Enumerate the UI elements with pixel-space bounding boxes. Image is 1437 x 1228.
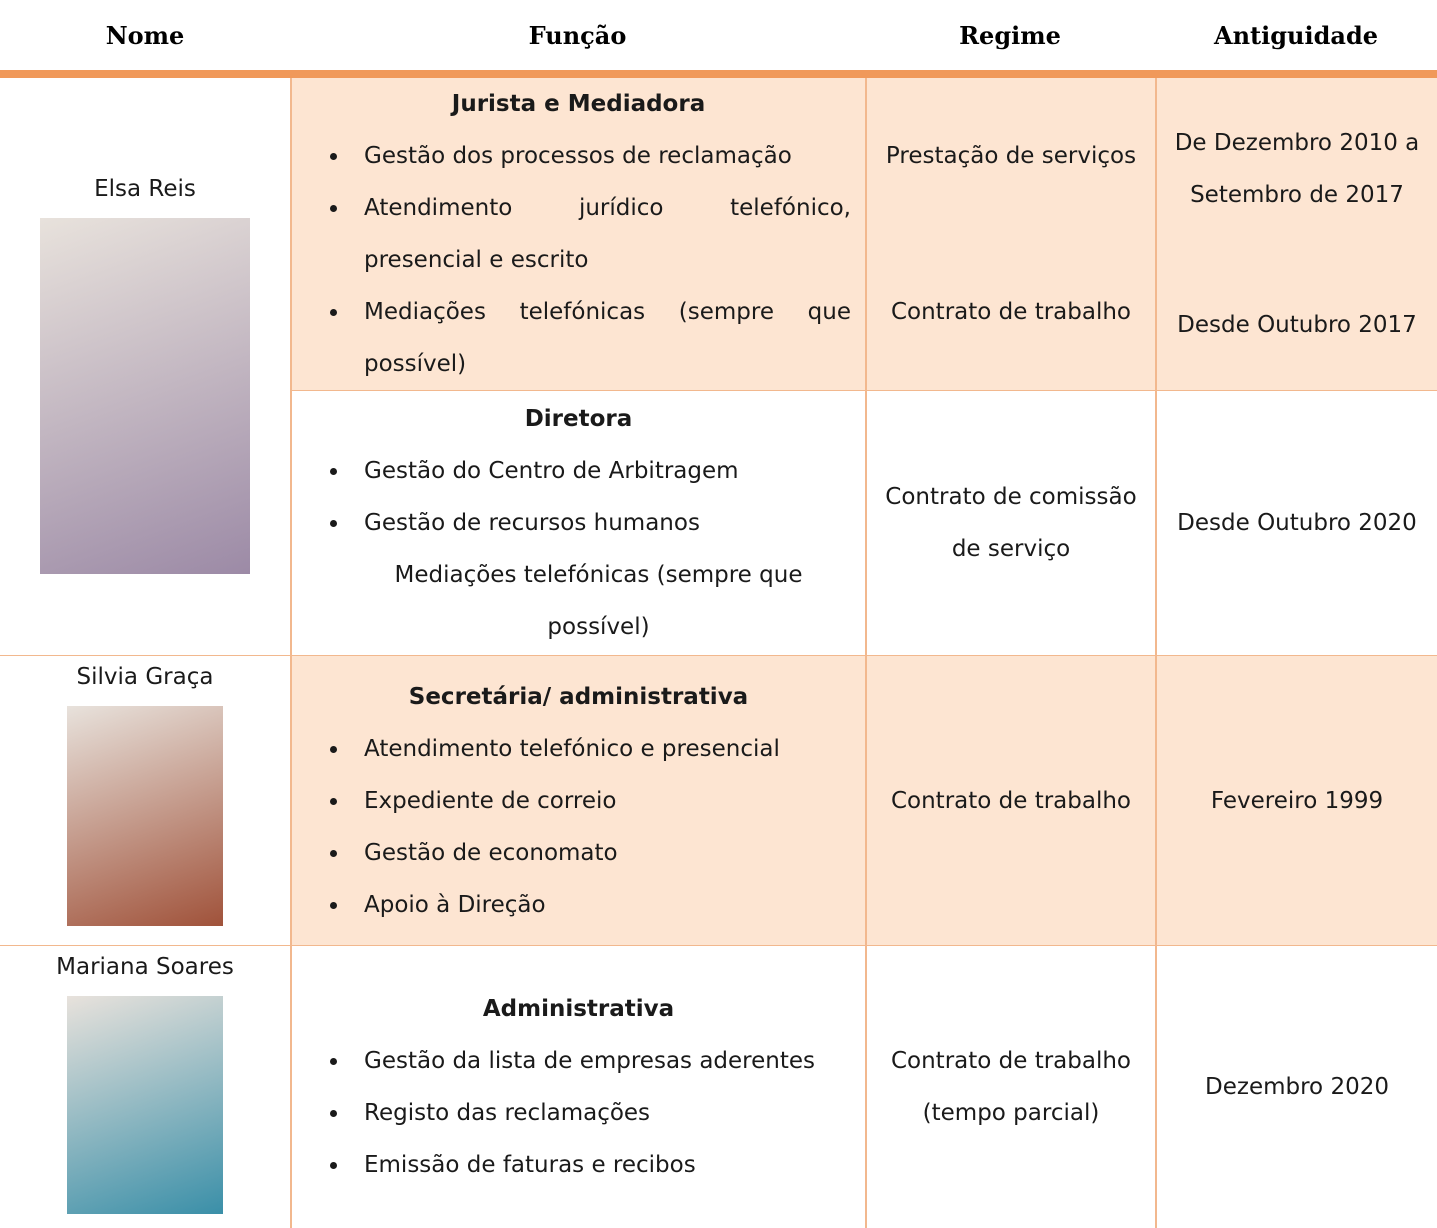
function-cell: Secretária/ administrativa Atendimento te… [290,655,865,945]
duty-item: Apoio à Direção [350,879,851,931]
seniority-cell: Dezembro 2020 [1155,945,1437,1228]
seniority-cell: Fevereiro 1999 [1155,655,1437,945]
seniority-cell: De Dezembro 2010 a Setembro de 2017 Desde… [1155,78,1437,390]
duty-item: Expediente de correio [350,775,851,827]
duty-item: Atendimento jurídico telefónico, presenc… [350,182,851,286]
duty-note: Mediações telefónicas (sempre que possív… [394,562,803,640]
person-name: Elsa Reis [94,176,196,202]
name-cell: Silvia Graça [0,655,290,945]
name-cell: Elsa Reis [0,78,290,655]
seniority-text: Desde Outubro 2020 [1177,510,1417,536]
regime-text: Contrato de trabalho [890,299,1132,325]
duty-list: Gestão do Centro de ArbitragemGestão de … [306,445,851,549]
duty-list: Gestão dos processos de reclamaçãoAtendi… [306,130,851,390]
duty-item: Gestão da lista de empresas aderentes [350,1035,851,1087]
seniority-text: De Dezembro 2010 a Setembro de 2017 [1174,130,1420,208]
name-cell: Mariana Soares [0,945,290,1228]
regime-text: Contrato de trabalho (tempo parcial) [890,1048,1132,1126]
regime-cell: Contrato de comissão de serviço [865,390,1155,655]
regime-cell: Contrato de trabalho (tempo parcial) [865,945,1155,1228]
column-header: Regime [959,20,1061,50]
role-title: Administrativa [482,996,675,1022]
person-name: Silvia Graça [76,664,214,690]
role-title: Secretária/ administrativa [408,683,749,710]
duty-item: Gestão dos processos de reclamação [350,130,851,182]
function-cell: Jurista e Mediadora Gestão dos processos … [290,78,865,390]
photo [40,218,250,574]
function-cell: Diretora Gestão do Centro de ArbitragemGe… [290,390,865,655]
column-header: Nome [105,20,185,50]
photo [67,706,223,926]
duty-item: Mediações telefónicas (sempre que possív… [350,286,851,390]
header-rule [0,70,1437,78]
duty-item: Emissão de faturas e recibos [350,1139,851,1191]
regime-cell: Prestação de serviços Contrato de trabalh… [865,78,1155,390]
regime-text: Contrato de comissão de serviço [885,484,1137,562]
function-cell: Administrativa Gestão da lista de empresa… [290,945,865,1228]
seniority-cell: Desde Outubro 2020 [1155,390,1437,655]
photo [67,996,223,1214]
duty-list: Gestão da lista de empresas aderentesReg… [306,1035,851,1191]
column-header: Função [528,20,627,50]
column-header: Antiguidade [1213,20,1378,50]
regime-text: Prestação de serviços [885,143,1137,169]
regime-text: Contrato de trabalho [890,787,1132,814]
role-title: Jurista e Mediadora [451,91,706,117]
duty-list: Atendimento telefónico e presencialExped… [306,723,851,931]
duty-item: Gestão do Centro de Arbitragem [350,445,851,497]
duty-item: Atendimento telefónico e presencial [350,723,851,775]
duty-item: Gestão de recursos humanos [350,497,851,549]
duty-item: Registo das reclamações [350,1087,851,1139]
seniority-text: Dezembro 2020 [1205,1074,1389,1100]
seniority-text: Desde Outubro 2017 [1177,312,1417,338]
person-name: Mariana Soares [56,954,234,980]
seniority-text: Fevereiro 1999 [1210,787,1384,814]
role-title: Diretora [524,406,633,432]
duty-item: Gestão de economato [350,827,851,879]
regime-cell: Contrato de trabalho [865,655,1155,945]
